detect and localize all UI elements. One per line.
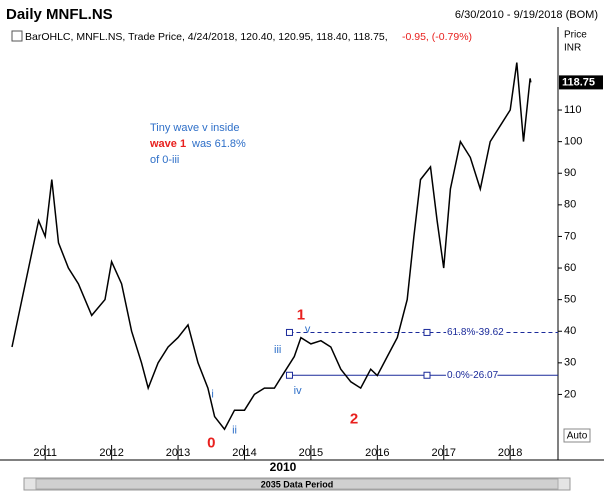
annotation: Tiny wave v inside — [150, 122, 239, 134]
x-tick-label: 2014 — [232, 447, 256, 459]
wave-label: 2 — [350, 411, 358, 428]
x-tick-label: 2013 — [166, 447, 190, 459]
scroll-thumb[interactable] — [35, 478, 559, 490]
y-tick-label: 40 — [564, 325, 576, 337]
y-tick-label: 60 — [564, 262, 576, 274]
period-label: 2010 — [270, 460, 297, 474]
annotation: was 61.8% — [191, 138, 246, 150]
y-tick-label: 80 — [564, 199, 576, 211]
date-range: 6/30/2010 - 9/19/2018 (BOM) — [455, 9, 598, 21]
y-tick-label: 90 — [564, 167, 576, 179]
last-value: 118.75 — [562, 76, 595, 88]
price-line — [11, 62, 532, 431]
legend-change: -0.95, (-0.79%) — [402, 31, 472, 43]
x-tick-label: 2011 — [33, 447, 57, 459]
y-tick-label: 20 — [564, 388, 576, 400]
fib-label: 61.8%-39.62 — [447, 327, 504, 338]
annotation: of 0-iii — [150, 154, 179, 166]
legend: BarOHLC, MNFL.NS, Trade Price, 4/24/2018… — [25, 31, 388, 43]
x-tick-label: 2017 — [432, 447, 456, 459]
fib-handle — [423, 371, 431, 379]
wave-label: iii — [274, 344, 281, 356]
y-tick-label: 110 — [564, 104, 582, 116]
wave-label: i — [211, 388, 213, 400]
fib-handle — [285, 371, 293, 379]
y-axis-unit: INR — [564, 43, 581, 54]
wave-label: v — [305, 324, 311, 336]
wave-label: ii — [232, 425, 237, 437]
annotation: wave 1 — [149, 138, 186, 150]
y-axis-label: Price — [564, 30, 587, 41]
auto-button[interactable] — [563, 428, 591, 443]
x-tick-label: 2016 — [365, 447, 389, 459]
fib-handle — [285, 328, 293, 336]
x-tick-label: 2012 — [99, 447, 123, 459]
y-tick-label: 70 — [564, 230, 576, 242]
wave-label: iv — [294, 385, 302, 397]
fib-label: 0.0%-26.07 — [447, 370, 499, 381]
chart-title: Daily MNFL.NS — [6, 6, 113, 23]
y-tick-label: 100 — [564, 136, 582, 148]
last-value-box — [559, 75, 603, 90]
legend-icon — [11, 30, 23, 42]
y-tick-label: 30 — [564, 357, 576, 369]
y-tick-label: 50 — [564, 294, 576, 306]
x-tick-label: 2018 — [498, 447, 522, 459]
scroll-label: 2035 Data Period — [261, 479, 334, 489]
wave-label: 0 — [207, 434, 215, 451]
x-tick-label: 2015 — [299, 447, 323, 459]
wave-label: 1 — [297, 306, 305, 323]
fib-handle — [423, 328, 431, 336]
auto-label: Auto — [567, 431, 588, 442]
